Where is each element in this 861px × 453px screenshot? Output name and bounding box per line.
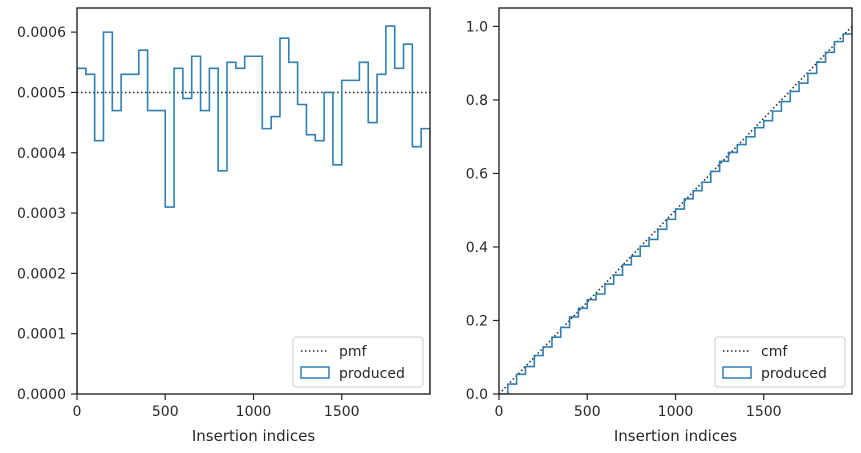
legend-label-produced: produced [339,366,405,382]
legend-label-cmf: cmf [761,344,788,360]
y-tick-label: 1.0 [466,19,488,35]
legend-box [714,336,846,388]
chart-panel-1: 0 500 1000 1500 0.0000 0.0001 0.0002 0.0003 0.00… [17,7,431,445]
plot-area [499,25,852,394]
y-tick-label: 0.0 [466,387,488,403]
y-tick-label: 0.6 [466,166,488,182]
legend-swatch-produced [300,366,330,379]
series-produced-step [77,25,430,394]
series-produced-step [499,26,852,394]
legend-swatch-produced [722,366,752,379]
y-tick-label: 0.0005 [17,85,66,101]
legend: cmf produced [714,336,846,388]
legend-label-pmf: pmf [339,344,368,360]
x-tick-label: 0 [73,404,82,420]
plot-area [77,25,430,394]
y-tick-label: 0.0000 [17,387,66,403]
legend-label-produced: produced [761,366,827,382]
series-cmf-line [499,25,852,394]
chart-panel-2: 0 500 1000 1500 0.0 0.2 0.4 0.6 0.8 1.0 Insertion … [466,7,853,445]
plot-frame [498,7,853,395]
legend-box [292,336,424,388]
x-tick-label: 1500 [324,404,360,420]
y-tick-label: 0.0001 [17,327,66,343]
x-tick-label: 1000 [236,404,272,420]
y-tick-label: 0.2 [466,313,488,329]
y-tick-label: 0.8 [466,93,488,109]
legend: pmf produced [292,336,424,388]
y-tick-label: 0.0006 [17,25,66,41]
x-axis-label: Insertion indices [192,427,315,445]
y-tick-label: 0.0004 [17,146,66,162]
x-tick-label: 1000 [658,404,694,420]
plot-frame [76,7,431,395]
x-tick-label: 1500 [746,404,782,420]
x-tick-label: 500 [152,404,179,420]
y-tick-label: 0.4 [466,240,488,256]
x-tick-label: 0 [495,404,504,420]
x-tick-label: 500 [574,404,601,420]
y-tick-label: 0.0003 [17,206,66,222]
x-axis-label: Insertion indices [614,427,737,445]
y-tick-label: 0.0002 [17,266,66,282]
